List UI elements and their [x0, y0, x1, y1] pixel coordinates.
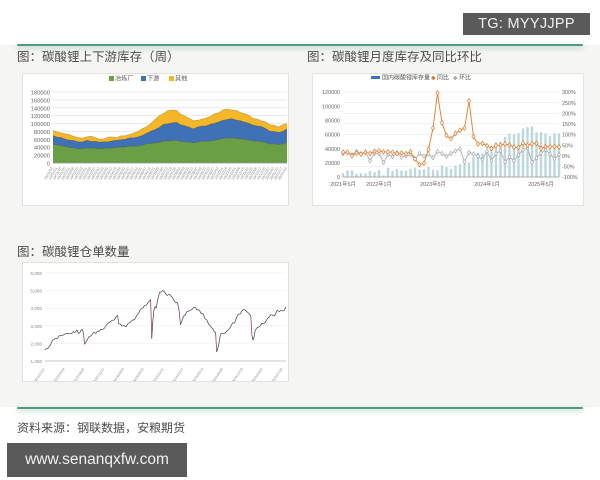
svg-text:-100%: -100% — [562, 175, 578, 181]
svg-text:0%: 0% — [562, 154, 570, 160]
svg-text:3,000: 3,000 — [31, 324, 43, 329]
svg-text:2021年5月: 2021年5月 — [330, 180, 356, 188]
svg-text:2022年1月: 2022年1月 — [366, 180, 392, 188]
svg-text:250%: 250% — [562, 101, 576, 107]
svg-text:◆: ◆ — [453, 76, 458, 82]
svg-text:120000: 120000 — [31, 114, 50, 120]
svg-text:160000: 160000 — [31, 98, 50, 104]
svg-text:100000: 100000 — [31, 122, 50, 128]
svg-text:2023年5月: 2023年5月 — [420, 180, 446, 188]
svg-text:1,000: 1,000 — [31, 359, 43, 364]
svg-text:300%: 300% — [562, 90, 576, 96]
svg-text:20000: 20000 — [325, 161, 340, 167]
svg-text:60000: 60000 — [325, 133, 340, 139]
svg-text:2024年1月: 2024年1月 — [474, 180, 500, 188]
svg-text:50%: 50% — [562, 143, 573, 149]
svg-text:40000: 40000 — [34, 146, 50, 152]
svg-text:-50%: -50% — [562, 165, 575, 171]
svg-text:100000: 100000 — [322, 104, 340, 110]
svg-text:2,000: 2,000 — [31, 341, 43, 346]
svg-text:60000: 60000 — [34, 138, 50, 144]
svg-text:◆: ◆ — [431, 76, 436, 82]
svg-text:4,000: 4,000 — [31, 306, 43, 311]
svg-text:100%: 100% — [562, 133, 576, 139]
svg-text:80000: 80000 — [34, 130, 50, 136]
svg-text:80000: 80000 — [325, 119, 340, 125]
svg-text:国内碳酸锂库存量: 国内碳酸锂库存量 — [382, 74, 430, 82]
svg-text:环比: 环比 — [459, 74, 471, 82]
svg-text:0: 0 — [337, 175, 340, 181]
svg-text:5,000: 5,000 — [31, 289, 43, 294]
svg-text:40000: 40000 — [325, 147, 340, 153]
svg-text:6,000: 6,000 — [31, 271, 43, 276]
svg-text:150%: 150% — [562, 122, 576, 128]
svg-text:下游: 下游 — [147, 75, 159, 83]
svg-text:2025年5月: 2025年5月 — [528, 180, 554, 188]
svg-text:180000: 180000 — [31, 91, 50, 97]
svg-text:同比: 同比 — [437, 74, 449, 82]
svg-text:冶炼厂: 冶炼厂 — [115, 75, 134, 83]
svg-text:其他: 其他 — [175, 75, 187, 83]
svg-text:120000: 120000 — [322, 90, 340, 96]
svg-text:140000: 140000 — [31, 106, 50, 112]
svg-text:20000: 20000 — [34, 154, 50, 160]
svg-text:200%: 200% — [562, 111, 576, 117]
